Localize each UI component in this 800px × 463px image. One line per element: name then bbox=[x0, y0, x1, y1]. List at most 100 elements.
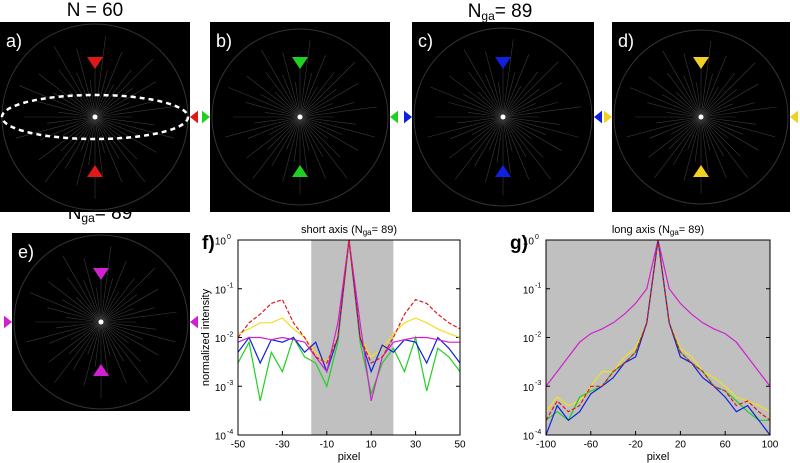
x-tick-label: 10 bbox=[366, 440, 378, 451]
streak bbox=[502, 82, 562, 118]
heading: Nga= 89 bbox=[468, 1, 533, 23]
y-tick-exp: -3 bbox=[535, 380, 541, 387]
y-tick-exp: -4 bbox=[227, 429, 233, 436]
panel-label: c) bbox=[418, 31, 433, 51]
streak bbox=[282, 74, 301, 118]
heading-sub: ga bbox=[81, 211, 95, 225]
streak bbox=[496, 116, 504, 163]
streak bbox=[700, 55, 727, 118]
streak bbox=[467, 112, 504, 118]
streak bbox=[100, 307, 155, 323]
streak bbox=[700, 62, 756, 118]
streak bbox=[38, 73, 96, 118]
streak bbox=[502, 106, 581, 118]
streak bbox=[449, 75, 504, 118]
series-line bbox=[238, 240, 460, 402]
streak bbox=[700, 106, 777, 118]
streak bbox=[83, 258, 102, 323]
streak bbox=[76, 116, 96, 186]
streak bbox=[474, 116, 504, 167]
title-part: long axis (N bbox=[612, 224, 670, 236]
streak bbox=[100, 294, 138, 323]
aperture bbox=[413, 27, 593, 207]
ellipse-marker bbox=[0, 93, 190, 141]
streak bbox=[299, 116, 356, 125]
streak bbox=[68, 321, 102, 355]
streak bbox=[299, 62, 355, 118]
streak bbox=[282, 52, 301, 118]
streak bbox=[100, 321, 148, 383]
streak bbox=[502, 116, 527, 158]
series-line bbox=[238, 240, 460, 364]
arrow bbox=[93, 268, 109, 280]
heading-part: = 89 bbox=[495, 1, 533, 22]
streak bbox=[299, 55, 326, 118]
streak bbox=[299, 116, 348, 179]
streak bbox=[58, 111, 96, 118]
streak bbox=[666, 72, 702, 118]
y-tick-exp: -4 bbox=[535, 429, 541, 436]
x-tick-label: 30 bbox=[410, 440, 422, 451]
streak bbox=[286, 116, 301, 150]
streak bbox=[700, 116, 757, 125]
streak bbox=[502, 39, 514, 118]
arrow bbox=[4, 315, 12, 329]
arrow bbox=[693, 165, 709, 177]
title-part: short axis (N bbox=[301, 224, 363, 236]
y-axis-label: normalized intensity bbox=[200, 288, 212, 386]
x-tick-label: -100 bbox=[536, 440, 556, 451]
streak bbox=[648, 76, 702, 118]
streak bbox=[299, 116, 310, 152]
streak bbox=[299, 103, 333, 118]
streak bbox=[265, 112, 301, 118]
arrow bbox=[292, 165, 308, 177]
streak bbox=[462, 93, 504, 118]
streak bbox=[96, 287, 102, 323]
streak bbox=[626, 116, 702, 138]
streak bbox=[94, 116, 104, 177]
streak bbox=[282, 116, 301, 182]
y-tick-label: 10 bbox=[523, 334, 535, 345]
streak bbox=[265, 72, 301, 118]
streak bbox=[269, 116, 301, 135]
aperture bbox=[211, 28, 389, 206]
streak bbox=[94, 116, 125, 140]
streak bbox=[100, 321, 176, 343]
streak bbox=[299, 116, 375, 138]
panel-label: d) bbox=[618, 31, 634, 51]
y-tick-label: 10 bbox=[215, 334, 227, 345]
streak bbox=[470, 116, 504, 150]
plot-frame bbox=[237, 239, 461, 436]
series-line bbox=[546, 240, 770, 422]
streak bbox=[502, 101, 559, 118]
x-tick-label: -10 bbox=[320, 440, 335, 451]
streak bbox=[299, 116, 359, 151]
streak bbox=[274, 91, 301, 118]
streak bbox=[463, 49, 504, 118]
x-tick-label: -30 bbox=[275, 440, 290, 451]
streak bbox=[649, 116, 702, 139]
streak bbox=[630, 87, 702, 118]
x-tick-label: -50 bbox=[231, 440, 246, 451]
streak bbox=[485, 74, 504, 118]
streak bbox=[449, 116, 504, 159]
streak bbox=[66, 317, 102, 323]
streak bbox=[100, 321, 124, 362]
streak bbox=[30, 292, 102, 323]
streak bbox=[700, 83, 759, 118]
streak bbox=[100, 291, 119, 323]
streak bbox=[228, 87, 301, 118]
streak bbox=[47, 116, 96, 124]
streak bbox=[100, 321, 157, 330]
streak bbox=[502, 116, 511, 174]
streak bbox=[455, 116, 504, 180]
streak bbox=[299, 72, 313, 118]
streak bbox=[94, 87, 134, 118]
x-axis-label: pixel bbox=[338, 451, 361, 463]
y-tick-label: 10 bbox=[523, 383, 535, 394]
center-spot bbox=[98, 319, 104, 325]
streak bbox=[700, 89, 738, 118]
streak bbox=[245, 102, 301, 118]
arrow bbox=[790, 110, 798, 124]
y-tick-label: 10 bbox=[215, 383, 227, 394]
